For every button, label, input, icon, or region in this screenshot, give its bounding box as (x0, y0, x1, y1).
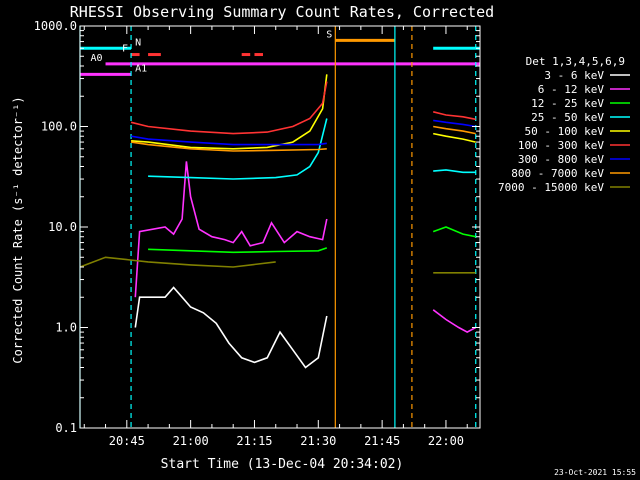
legend-entry-label: 100 - 300 keV (518, 139, 604, 152)
legend-entry-label: 12 - 25 keV (531, 97, 604, 110)
series-line (433, 125, 476, 135)
flag-label: N (135, 37, 141, 48)
x-tick-label: 21:45 (364, 434, 400, 448)
x-tick-label: 22:00 (428, 434, 464, 448)
legend-entry-label: 3 - 6 keV (544, 69, 604, 82)
y-axis-label: Corrected Count Rate (s⁻¹ detector⁻¹) (11, 96, 25, 363)
flag-label: S (326, 29, 332, 40)
series-line (130, 81, 328, 135)
chart-title: RHESSI Observing Summary Count Rates, Co… (70, 3, 494, 21)
legend-entry-label: 6 - 12 keV (538, 83, 605, 96)
y-tick-label: 0.1 (55, 421, 77, 435)
legend-entry-label: 300 - 800 keV (518, 153, 604, 166)
series-line (148, 247, 328, 254)
timestamp: 23-Oct-2021 15:55 (554, 468, 636, 477)
legend-entry-label: 50 - 100 keV (525, 125, 605, 138)
series-line (131, 74, 328, 150)
axis-layer: 0.1 1.0 10.0 100.0 1000.0 20:45 21:00 21:15 21:3… (34, 19, 481, 448)
legend-title: Det 1,3,4,5,6,9 (526, 55, 625, 68)
flag-label: F (122, 44, 128, 55)
legend-entry-label: 25 - 50 keV (531, 111, 604, 124)
series-line (433, 132, 476, 143)
series-line (433, 119, 476, 128)
legend-entry-label: 7000 - 15000 keV (498, 181, 604, 194)
series-line (433, 169, 476, 174)
x-tick-label: 21:15 (236, 434, 272, 448)
series-line (130, 135, 327, 146)
series-line (134, 286, 328, 369)
series-line (130, 141, 327, 152)
flag-label: A0 (90, 53, 102, 64)
y-tick-label: 1000.0 (34, 19, 77, 33)
series-line (432, 226, 476, 238)
x-axis-label: Start Time (13-Dec-04 20:34:02) (161, 457, 404, 472)
x-tick-label: 21:00 (173, 434, 209, 448)
series-line (432, 309, 477, 334)
series-line (433, 111, 476, 121)
y-tick-label: 10.0 (48, 220, 77, 234)
flag-label: A1 (135, 63, 147, 74)
series-line (134, 161, 328, 298)
y-tick-label: 1.0 (55, 321, 77, 335)
series-line (79, 256, 276, 268)
series-layer (79, 74, 477, 369)
x-tick-label: 20:45 (109, 434, 145, 448)
flags-layer: N A0 A1 F S (80, 29, 480, 76)
x-tick-label: 21:30 (300, 434, 336, 448)
legend-entry-label: 800 - 7000 keV (511, 167, 604, 180)
series-line (148, 118, 328, 180)
y-tick-label: 100.0 (41, 120, 77, 134)
